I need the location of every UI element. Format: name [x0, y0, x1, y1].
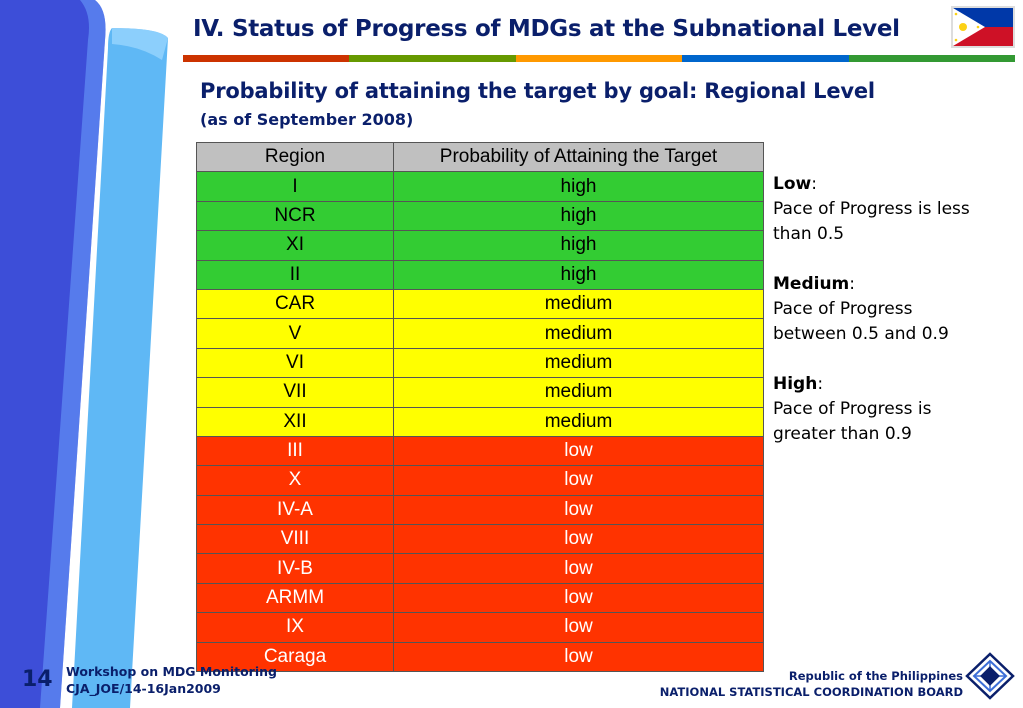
column-header-region: Region [196, 141, 394, 173]
probability-cell: low [393, 641, 764, 673]
probability-cell: medium [393, 406, 764, 437]
header-color-rule [183, 55, 1016, 62]
table-row: VI medium [196, 347, 764, 379]
legend-medium-text: Pace of Progress between 0.5 and 0.9 [773, 299, 949, 344]
region-cell: VII [196, 377, 394, 408]
section-subtitle: Probability of attaining the target by g… [200, 79, 875, 103]
legend-high-label: High [773, 374, 818, 394]
left-decoration [0, 0, 168, 708]
region-cell: I [196, 171, 394, 202]
table-row: XII medium [196, 406, 764, 437]
probability-cell: high [393, 230, 764, 261]
legend-low-text: Pace of Progress is less than 0.5 [773, 199, 970, 244]
region-cell: IV-B [196, 553, 394, 584]
legend-low: Low: Pace of Progress is less than 0.5 [773, 174, 970, 244]
probability-cell: medium [393, 318, 764, 349]
region-cell: Caraga [196, 641, 394, 673]
table-row: NCR high [196, 200, 764, 232]
probability-cell: low [393, 435, 764, 467]
table-row: VIII low [196, 524, 764, 555]
region-cell: XII [196, 406, 394, 437]
probability-table: Region Probability of Attaining the Targ… [196, 141, 764, 673]
region-cell: XI [196, 230, 394, 261]
table-header-row: Region Probability of Attaining the Targ… [196, 141, 764, 173]
legend-medium-label: Medium [773, 274, 850, 294]
table-row: III low [196, 435, 764, 467]
footer-right: Republic of the Philippines NATIONAL STA… [660, 668, 963, 700]
region-cell: CAR [196, 288, 394, 320]
legend-high: High: Pace of Progress is greater than 0… [773, 374, 932, 444]
probability-cell: low [393, 524, 764, 555]
region-cell: VIII [196, 524, 394, 555]
probability-cell: low [393, 494, 764, 526]
footer-code: CJA_JOE/14-16Jan2009 [66, 681, 221, 696]
table-row: CAR medium [196, 288, 764, 320]
column-header-probability: Probability of Attaining the Target [393, 141, 764, 173]
footer-org-line2: NATIONAL STATISTICAL COORDINATION BOARD [659, 685, 963, 699]
rule-segment [515, 55, 683, 62]
rule-segment [682, 55, 849, 62]
footer-org-line1: Republic of the Philippines [788, 669, 963, 683]
page-title: IV. Status of Progress of MDGs at the Su… [193, 16, 900, 42]
rule-segment [349, 55, 516, 62]
region-cell: ARMM [196, 582, 394, 614]
region-cell: II [196, 259, 394, 290]
region-cell: IV-A [196, 494, 394, 526]
footer-left: Workshop on MDG Monitoring CJA_JOE/14-16… [66, 663, 277, 697]
table-row: VII medium [196, 377, 764, 408]
probability-cell: high [393, 200, 764, 232]
legend-medium: Medium: Pace of Progress between 0.5 and… [773, 274, 949, 344]
nscb-logo-icon [965, 652, 1015, 700]
table-row: IV-A low [196, 494, 764, 526]
rule-segment [183, 55, 350, 62]
probability-cell: low [393, 465, 764, 496]
legend-low-label: Low [773, 174, 812, 194]
table-row: Caraga low [196, 641, 764, 673]
legend-high-text: Pace of Progress is greater than 0.9 [773, 399, 932, 444]
footer-workshop: Workshop on MDG Monitoring [66, 664, 277, 679]
probability-cell: medium [393, 377, 764, 408]
region-cell: III [196, 435, 394, 467]
probability-cell: high [393, 171, 764, 202]
table-row: II high [196, 259, 764, 290]
table-row: ARMM low [196, 582, 764, 614]
probability-cell: medium [393, 288, 764, 320]
table-row: IX low [196, 612, 764, 643]
probability-cell: low [393, 582, 764, 614]
region-cell: V [196, 318, 394, 349]
page-number: 14 [22, 667, 53, 692]
region-cell: NCR [196, 200, 394, 232]
as-of-date: (as of September 2008) [200, 110, 414, 129]
probability-cell: medium [393, 347, 764, 379]
table-row: IV-B low [196, 553, 764, 584]
probability-cell: low [393, 612, 764, 643]
probability-cell: low [393, 553, 764, 584]
rule-segment [848, 55, 1016, 62]
region-cell: IX [196, 612, 394, 643]
probability-cell: high [393, 259, 764, 290]
legend: Low: Pace of Progress is less than 0.5 M… [773, 172, 988, 472]
table-row: XI high [196, 230, 764, 261]
region-cell: X [196, 465, 394, 496]
philippine-flag-icon [951, 6, 1015, 48]
region-cell: VI [196, 347, 394, 379]
